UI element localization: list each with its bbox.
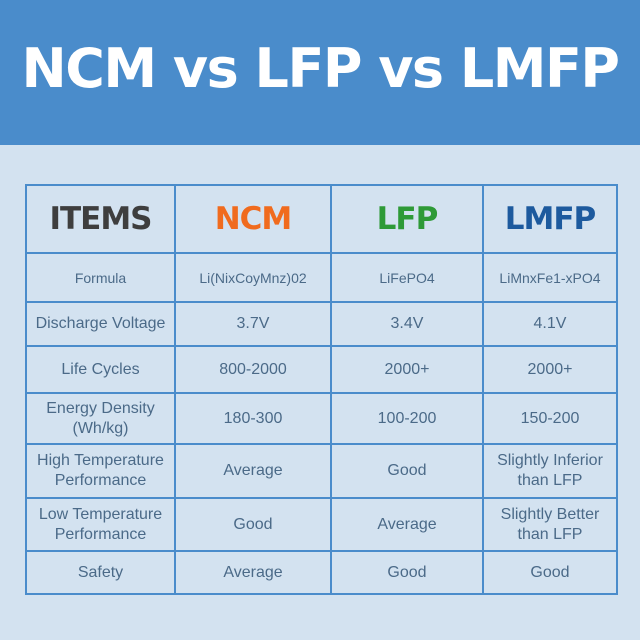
comparison-table: ITEMS NCM LFP LMFP Formula Li(NixCoyMnz)…: [25, 184, 618, 595]
lmfp-cell: LiMnxFe1-xPO4: [482, 252, 618, 303]
row-label: Formula: [25, 252, 176, 303]
ncm-cell: 3.7V: [174, 301, 332, 347]
lfp-cell: 3.4V: [330, 301, 484, 347]
ncm-cell: Li(NixCoyMnz)02: [174, 252, 332, 303]
header-lfp: LFP: [330, 184, 484, 254]
lmfp-cell: 150-200: [482, 392, 618, 445]
lmfp-cell: 2000+: [482, 345, 618, 394]
row-label: Safety: [25, 550, 176, 595]
lfp-cell: Good: [330, 443, 484, 499]
page-title: NCM vs LFP vs LMFP: [21, 37, 620, 100]
table-row: Energy Density (Wh/kg) 180-300 100-200 15…: [25, 392, 618, 445]
table-row: Discharge Voltage 3.7V 3.4V 4.1V: [25, 301, 618, 347]
table-row: Life Cycles 800-2000 2000+ 2000+: [25, 345, 618, 394]
lmfp-cell: Good: [482, 550, 618, 595]
ncm-cell: 180-300: [174, 392, 332, 445]
row-label: Energy Density (Wh/kg): [25, 392, 176, 445]
lfp-cell: Good: [330, 550, 484, 595]
lfp-cell: LiFePO4: [330, 252, 484, 303]
lfp-cell: 2000+: [330, 345, 484, 394]
title-banner: NCM vs LFP vs LMFP: [0, 0, 640, 145]
header-row: ITEMS NCM LFP LMFP: [25, 184, 618, 254]
ncm-cell: 800-2000: [174, 345, 332, 394]
table-row: Safety Average Good Good: [25, 550, 618, 595]
lfp-cell: 100-200: [330, 392, 484, 445]
row-label: Discharge Voltage: [25, 301, 176, 347]
header-items: ITEMS: [25, 184, 176, 254]
row-label: Low Temperature Performance: [25, 497, 176, 552]
lmfp-cell: 4.1V: [482, 301, 618, 347]
table-row: High Temperature Performance Average Good…: [25, 443, 618, 499]
table-row: Low Temperature Performance Good Average …: [25, 497, 618, 552]
header-lmfp: LMFP: [482, 184, 618, 254]
table-row: Formula Li(NixCoyMnz)02 LiFePO4 LiMnxFe1…: [25, 252, 618, 303]
row-label: Life Cycles: [25, 345, 176, 394]
lmfp-cell: Slightly Inferior than LFP: [482, 443, 618, 499]
ncm-cell: Average: [174, 550, 332, 595]
lfp-cell: Average: [330, 497, 484, 552]
header-ncm: NCM: [174, 184, 332, 254]
ncm-cell: Good: [174, 497, 332, 552]
row-label: High Temperature Performance: [25, 443, 176, 499]
ncm-cell: Average: [174, 443, 332, 499]
lmfp-cell: Slightly Better than LFP: [482, 497, 618, 552]
